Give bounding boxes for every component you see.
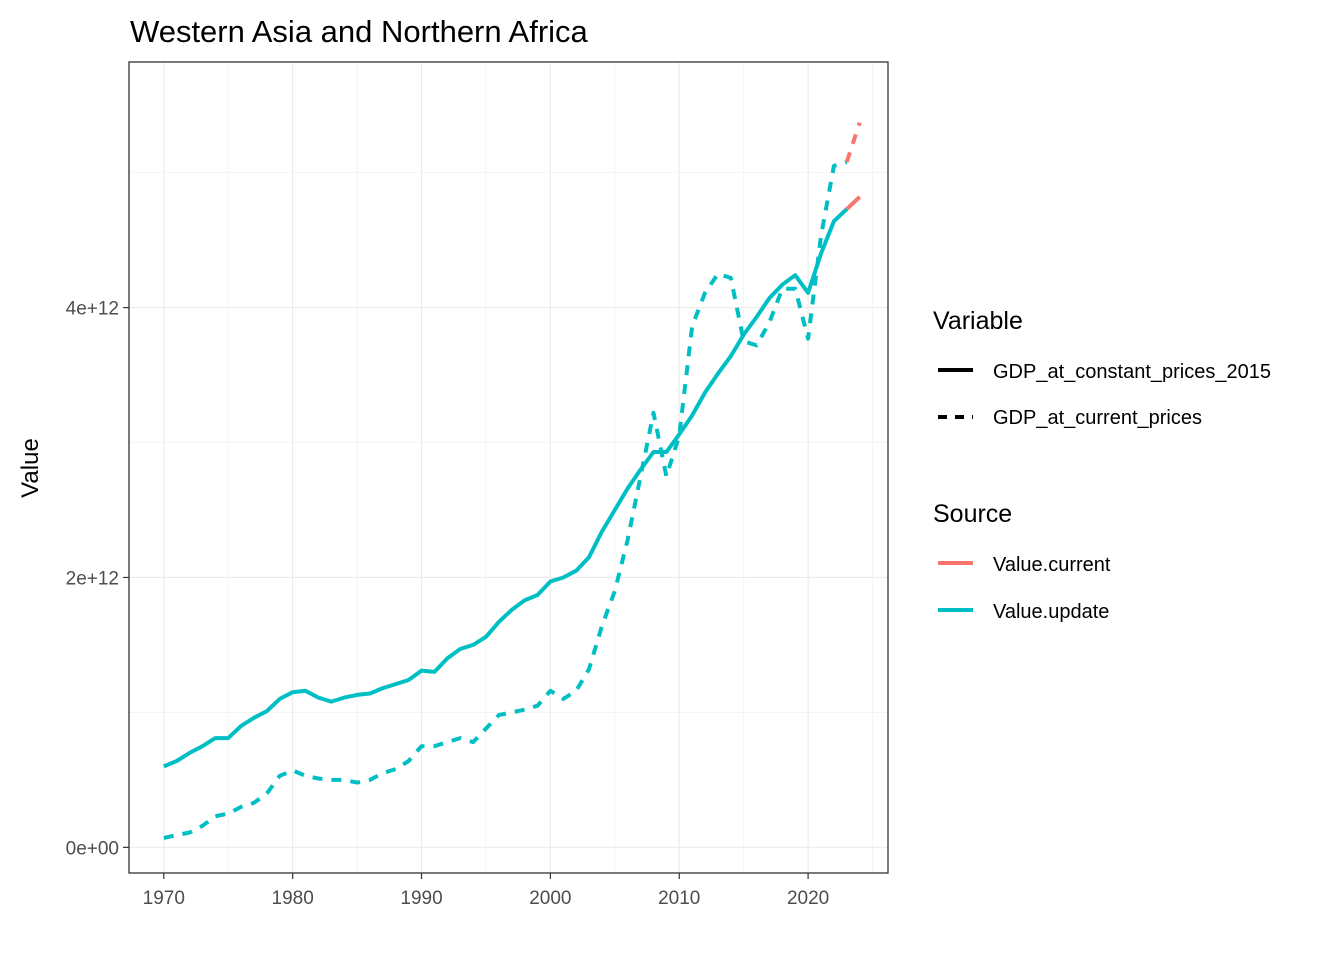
legend-label-current-prices: GDP_at_current_prices [993,407,1202,429]
y-tick-label: 0e+00 [66,838,119,859]
plot-series [163,122,862,840]
y-tick-label: 4e+12 [66,299,119,320]
x-tick-label: 1970 [143,888,185,909]
x-tick-label: 1980 [272,888,314,909]
x-tick-label: 2000 [529,888,571,909]
legend: Variable GDP_at_constant_prices_2015 GDP… [933,307,1271,623]
x-tick-label: 2020 [787,888,829,909]
y-axis-title: Value [17,438,44,498]
axis-ticks: 1970 1980 1990 2000 2010 2020 0e+00 2e+12 4e+12 [66,299,830,909]
series-line-value-current-solid [845,195,862,211]
series-line-value-update-solid [163,207,849,769]
series-line-value-update-dashed [163,159,848,840]
legend-variable-title: Variable [933,307,1023,335]
legend-label-value-current: Value.current [993,554,1111,576]
x-tick-label: 2010 [658,888,700,909]
series-line-value-current-dashed [844,122,862,163]
chart-title: Western Asia and Northern Africa [130,14,589,49]
y-tick-label: 2e+12 [66,568,119,589]
x-tick-label: 1990 [400,888,442,909]
legend-label-constant-prices: GDP_at_constant_prices_2015 [993,361,1271,383]
grid-lines [129,62,888,873]
legend-source-title: Source [933,500,1012,528]
legend-label-value-update: Value.update [993,601,1109,623]
panel-border [128,61,889,874]
